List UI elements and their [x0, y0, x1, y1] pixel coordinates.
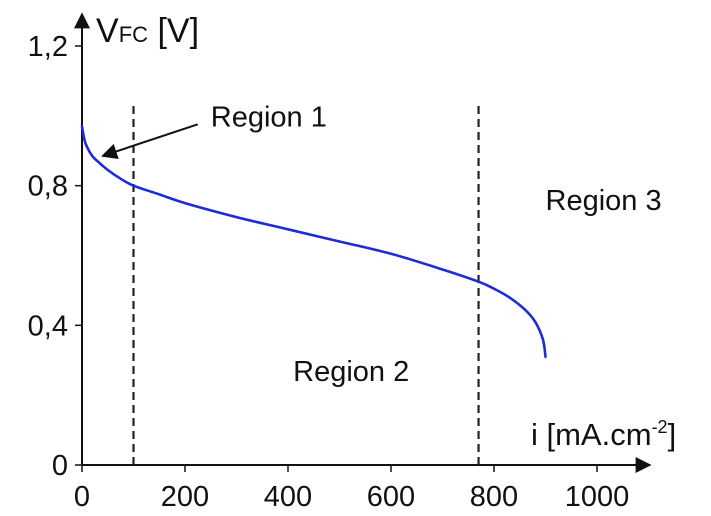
annotations: Region 1 Region 2 Region 3	[101, 101, 662, 388]
x-ticks: 0 200 400 600 800 1000	[74, 465, 629, 513]
polarization-curve	[80, 125, 547, 359]
region-label: Region 3	[546, 185, 662, 217]
region-boundary-lines	[132, 106, 480, 465]
x-tick-label: 0	[74, 481, 90, 513]
y-tick-label: 0	[52, 450, 68, 482]
region-label: Region 2	[293, 356, 409, 388]
x-tick-label: 1000	[565, 481, 630, 513]
x-axis-label-end: ]	[668, 417, 677, 452]
series-group	[80, 125, 547, 359]
x-axis-label: i [mA.cm-2]	[531, 417, 676, 452]
x-axis-label-superscript: -2	[652, 417, 668, 437]
x-tick-label: 800	[470, 481, 518, 513]
y-tick-label: 0,8	[28, 171, 68, 203]
y-axis-label-main: V	[96, 12, 119, 50]
region-label: Region 1	[211, 101, 327, 133]
x-tick-label: 200	[161, 481, 209, 513]
y-axis-label-unit: [V]	[148, 12, 199, 50]
x-tick-label: 600	[367, 481, 415, 513]
y-tick-label: 1,2	[28, 31, 68, 63]
x-axis-label-main: i [mA.cm	[531, 417, 652, 452]
y-tick-label: 0,4	[28, 310, 68, 342]
x-tick-label: 400	[264, 481, 312, 513]
y-axis-label-subscript: FC	[119, 22, 148, 47]
y-axis-label: VFC [V]	[96, 12, 199, 50]
axes	[74, 12, 652, 473]
y-ticks: 0 0,4 0,8 1,2	[28, 31, 82, 482]
region-1-arrow	[101, 123, 199, 160]
